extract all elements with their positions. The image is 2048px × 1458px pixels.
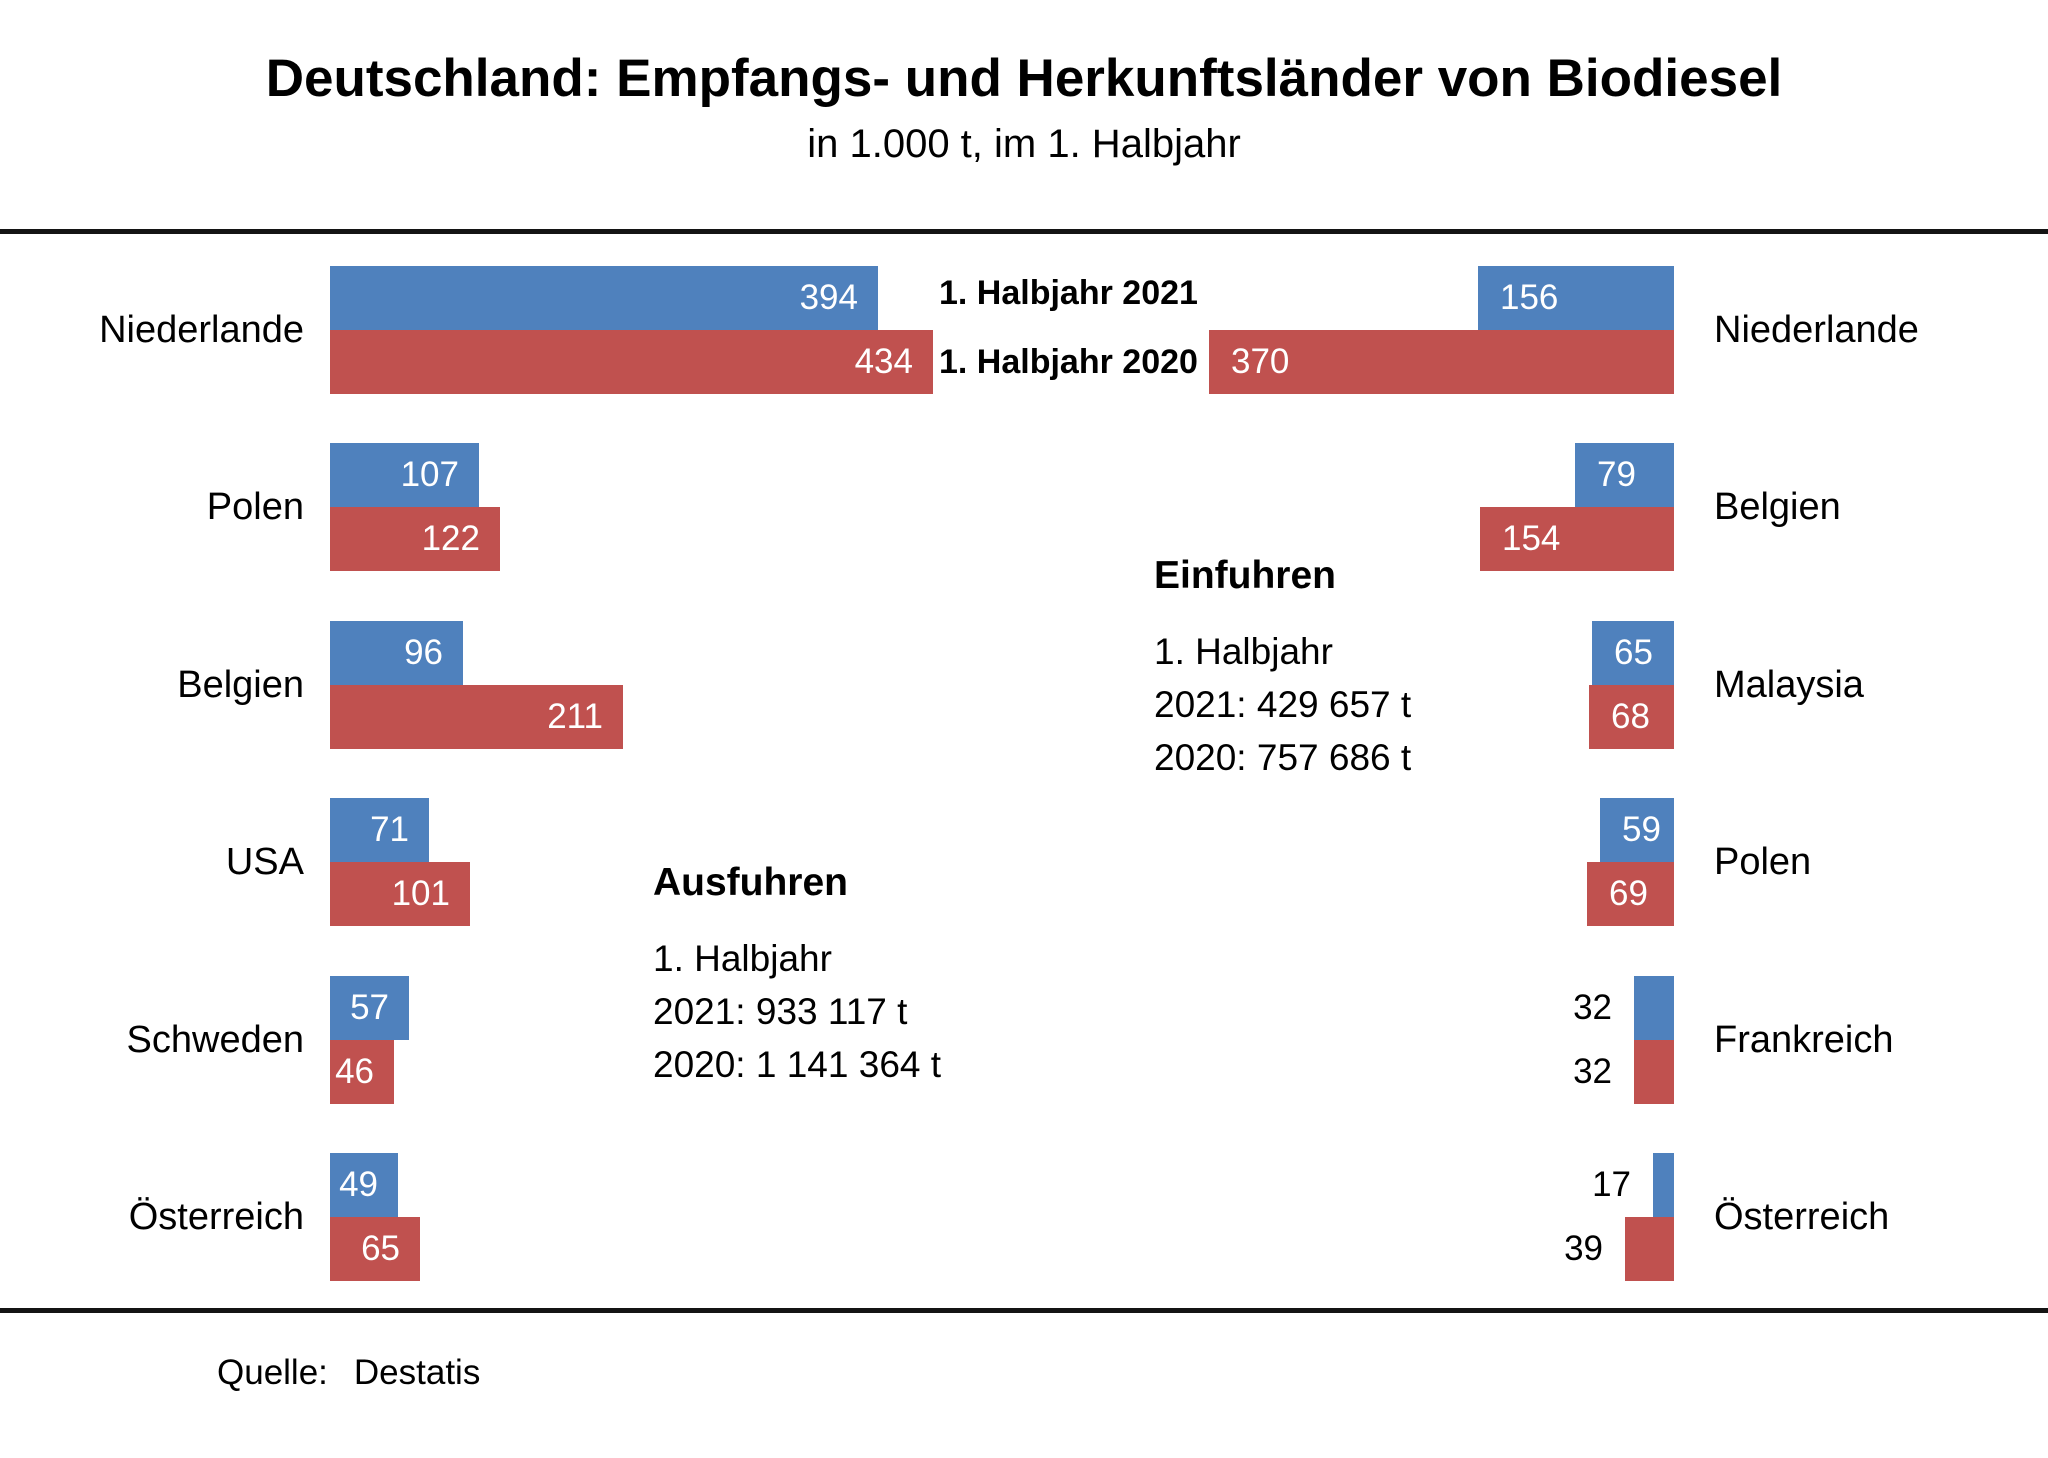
bottom-divider-line <box>0 1308 2048 1313</box>
imports-summary-block: Einfuhren 1. Halbjahr 2021: 429 657 t 20… <box>1154 553 1411 784</box>
imports-summary-title: Einfuhren <box>1154 554 1336 597</box>
source-value: Destatis <box>353 1353 481 1392</box>
legend-item-2020: 1. Halbjahr 2020 <box>939 343 1198 381</box>
bar-halbjahr-2020: 46 <box>330 1040 394 1104</box>
bar-halbjahr-2021: 71 <box>330 798 429 862</box>
exports-summary-line: 1. Halbjahr <box>653 938 832 979</box>
bar-halbjahr-2020: 211 <box>330 685 623 749</box>
category-label: Niederlande <box>99 309 304 351</box>
bar-halbjahr-2021: 394 <box>330 266 878 330</box>
bar-halbjahr-2020: 370 <box>1209 330 1674 394</box>
bar-value-label: 32 <box>1573 1052 1612 1091</box>
exports-summary-title: Ausfuhren <box>653 861 848 904</box>
category-label: Belgien <box>1714 486 1841 528</box>
bar-value-label: 69 <box>1609 874 1648 913</box>
bar-value-label: 394 <box>799 278 858 317</box>
bar-value-label: 156 <box>1500 278 1559 317</box>
bar-value-label: 71 <box>370 810 409 849</box>
imports-summary-line: 1. Halbjahr <box>1154 631 1333 672</box>
bar-halbjahr-2020: 154 <box>1480 507 1674 571</box>
exports-summary-line: 2021: 933 117 t <box>653 991 908 1032</box>
top-divider-line <box>0 229 2048 234</box>
category-label: Österreich <box>1714 1196 1890 1238</box>
bar-value-label: 65 <box>361 1229 400 1268</box>
category-label: Malaysia <box>1714 664 1864 706</box>
category-label: Österreich <box>128 1196 304 1238</box>
bar-value-label: 101 <box>391 874 450 913</box>
bar-halbjahr-2020 <box>1625 1217 1674 1281</box>
bar-halbjahr-2021: 65 <box>1592 621 1674 685</box>
bar-value-label: 57 <box>350 988 389 1027</box>
bar-value-label: 46 <box>335 1052 374 1091</box>
page-subtitle: in 1.000 t, im 1. Halbjahr <box>807 122 1241 166</box>
category-label: Frankreich <box>1714 1019 1894 1061</box>
bar-value-label: 68 <box>1611 697 1650 736</box>
bar-halbjahr-2021: 49 <box>330 1153 398 1217</box>
bar-halbjahr-2021: 156 <box>1478 266 1674 330</box>
bar-value-label: 154 <box>1502 519 1561 558</box>
bar-halbjahr-2021: 57 <box>330 976 409 1040</box>
category-label: Polen <box>206 486 304 528</box>
bar-value-label: 434 <box>854 342 913 381</box>
source-label: Quelle: <box>217 1353 328 1392</box>
bar-value-label: 96 <box>404 633 443 672</box>
bar-halbjahr-2021 <box>1634 976 1674 1040</box>
bar-value-label: 65 <box>1614 633 1653 672</box>
bar-halbjahr-2020 <box>1634 1040 1674 1104</box>
bar-halbjahr-2020: 434 <box>330 330 933 394</box>
bar-value-label: 370 <box>1231 342 1290 381</box>
category-label: USA <box>225 841 304 883</box>
imports-summary-line: 2020: 757 686 t <box>1154 737 1412 778</box>
bar-value-label: 79 <box>1597 455 1636 494</box>
bar-halbjahr-2021 <box>1653 1153 1674 1217</box>
exports-summary-line: 2020: 1 141 364 t <box>653 1044 942 1085</box>
category-label: Niederlande <box>1714 309 1919 351</box>
legend-item-2021: 1. Halbjahr 2021 <box>939 274 1198 312</box>
exports-summary-block: Ausfuhren 1. Halbjahr 2021: 933 117 t 20… <box>653 860 941 1091</box>
bar-halbjahr-2020: 69 <box>1587 862 1674 926</box>
bar-value-label: 59 <box>1622 810 1661 849</box>
bar-value-label: 122 <box>421 519 480 558</box>
bar-halbjahr-2020: 101 <box>330 862 470 926</box>
bar-value-label: 211 <box>547 697 603 736</box>
bar-value-label: 32 <box>1573 988 1612 1027</box>
bar-value-label: 49 <box>339 1165 378 1204</box>
category-label: Belgien <box>177 664 304 706</box>
bar-halbjahr-2020: 68 <box>1589 685 1674 749</box>
bar-halbjahr-2021: 107 <box>330 443 479 507</box>
source-line: Quelle: Destatis <box>217 1352 480 1394</box>
bar-halbjahr-2021: 79 <box>1575 443 1674 507</box>
bar-value-label: 39 <box>1564 1229 1603 1268</box>
bar-halbjahr-2020: 65 <box>330 1217 420 1281</box>
page-title: Deutschland: Empfangs- und Herkunftsländ… <box>265 49 1783 108</box>
bar-value-label: 17 <box>1592 1165 1631 1204</box>
category-label: Schweden <box>126 1019 304 1061</box>
bar-halbjahr-2021: 96 <box>330 621 463 685</box>
bar-value-label: 107 <box>400 455 459 494</box>
bar-halbjahr-2021: 59 <box>1600 798 1674 862</box>
imports-summary-line: 2021: 429 657 t <box>1154 684 1412 725</box>
category-label: Polen <box>1714 841 1812 883</box>
bar-halbjahr-2020: 122 <box>330 507 500 571</box>
